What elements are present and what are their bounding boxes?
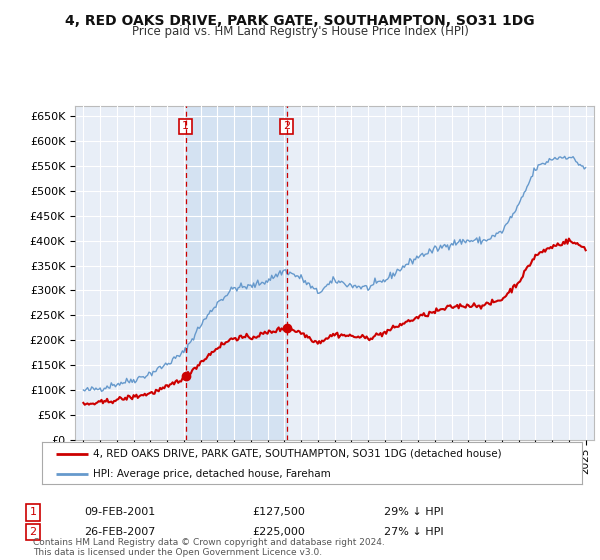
Text: 2: 2 <box>29 527 37 537</box>
Text: 29% ↓ HPI: 29% ↓ HPI <box>384 507 443 517</box>
Text: 27% ↓ HPI: 27% ↓ HPI <box>384 527 443 537</box>
Text: Contains HM Land Registry data © Crown copyright and database right 2024.
This d: Contains HM Land Registry data © Crown c… <box>33 538 385 557</box>
Text: £127,500: £127,500 <box>252 507 305 517</box>
Text: HPI: Average price, detached house, Fareham: HPI: Average price, detached house, Fare… <box>94 469 331 479</box>
Bar <box>185 106 287 440</box>
Text: 2: 2 <box>283 122 290 132</box>
Text: 09-FEB-2001: 09-FEB-2001 <box>84 507 155 517</box>
Text: £225,000: £225,000 <box>252 527 305 537</box>
Text: 26-FEB-2007: 26-FEB-2007 <box>84 527 155 537</box>
Text: Price paid vs. HM Land Registry's House Price Index (HPI): Price paid vs. HM Land Registry's House … <box>131 25 469 38</box>
Text: 4, RED OAKS DRIVE, PARK GATE, SOUTHAMPTON, SO31 1DG: 4, RED OAKS DRIVE, PARK GATE, SOUTHAMPTO… <box>65 14 535 28</box>
Text: 4, RED OAKS DRIVE, PARK GATE, SOUTHAMPTON, SO31 1DG (detached house): 4, RED OAKS DRIVE, PARK GATE, SOUTHAMPTO… <box>94 449 502 459</box>
Text: 1: 1 <box>29 507 37 517</box>
Text: 1: 1 <box>182 122 189 132</box>
